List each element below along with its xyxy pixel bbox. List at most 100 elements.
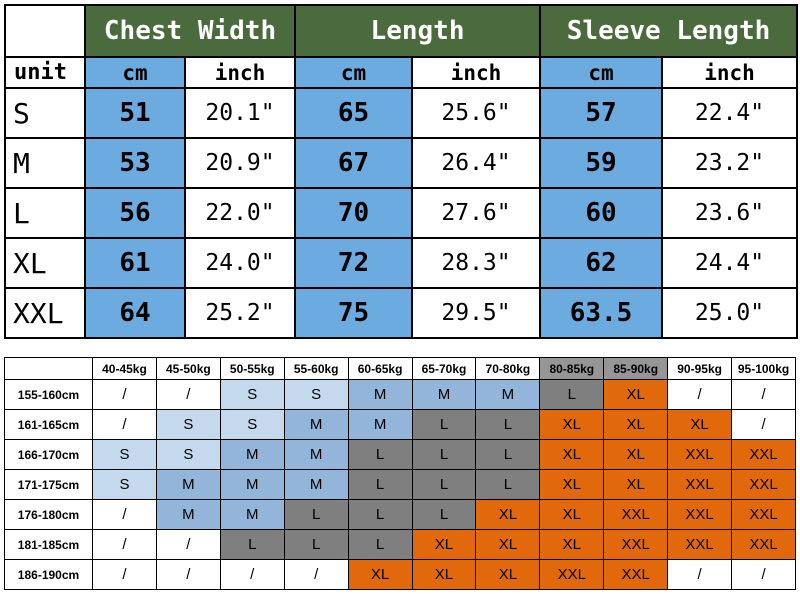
fit-cell-S: S [155, 439, 221, 470]
inch-value: 23.6" [661, 187, 799, 239]
fit-cell-XXL: XXL [667, 469, 733, 500]
fit-cell-empty: / [92, 529, 157, 560]
fit-cell-L: L [283, 529, 349, 560]
fit-cell-XL: XL [603, 439, 669, 470]
fit-cell-M: M [475, 379, 541, 410]
weight-header: 45-50kg [155, 357, 221, 380]
weight-header: 85-90kg [603, 357, 669, 380]
fit-cell-XXL: XXL [731, 529, 796, 560]
height-label: 161-165cm [4, 409, 93, 440]
fit-cell-XL: XL [411, 529, 477, 560]
fit-cell-XXL: XXL [731, 499, 796, 530]
fit-cell-XL: XL [539, 409, 605, 440]
fit-cell-M: M [283, 409, 349, 440]
fit-cell-M: M [347, 409, 413, 440]
cm-value: 62 [539, 237, 664, 289]
fit-cell-M: M [155, 499, 221, 530]
inch-value: 28.3" [410, 237, 542, 289]
fit-cell-M: M [411, 379, 477, 410]
weight-header: 70-80kg [475, 357, 541, 380]
fit-cell-L: L [283, 499, 349, 530]
fit-cell-L: L [475, 469, 541, 500]
fit-cell-empty: / [92, 499, 157, 530]
cm-value: 60 [539, 187, 664, 239]
size-row-XXL: XXL 64 25.2" 75 29.5" 63.5 25.0" [4, 287, 799, 339]
size-label: L [4, 187, 86, 239]
fit-cell-S: S [155, 409, 221, 440]
height-label: 155-160cm [4, 379, 93, 410]
fit-cell-XXL: XXL [667, 439, 733, 470]
fit-cell-L: L [347, 469, 413, 500]
inch-value: 26.4" [410, 137, 542, 189]
chest-cm-header: cm [84, 56, 186, 89]
group-header-row: Chest Width Length Sleeve Length [4, 4, 799, 58]
fit-cell-XXL: XXL [539, 559, 605, 590]
fit-cell-M: M [283, 439, 349, 470]
inch-value: 24.4" [661, 237, 799, 289]
fit-cell-S: S [283, 379, 349, 410]
size-measurement-table: Chest Width Length Sleeve Length unit cm… [4, 4, 799, 339]
fit-cell-M: M [219, 499, 285, 530]
weight-header: 95-100kg [731, 357, 796, 380]
cm-value: 56 [84, 187, 186, 239]
chest-inch-header: inch [184, 56, 296, 89]
fit-cell-L: L [347, 439, 413, 470]
height-label: 171-175cm [4, 469, 93, 500]
fit-cell-empty: / [92, 559, 157, 590]
cm-value: 61 [84, 237, 186, 289]
inch-value: 24.0" [184, 237, 296, 289]
fit-cell-S: S [219, 379, 285, 410]
fit-corner-cell [4, 357, 93, 380]
fit-cell-L: L [347, 529, 413, 560]
fit-cell-empty: / [155, 529, 221, 560]
unit-header-row: unit cm inch cm inch cm inch [4, 56, 799, 89]
fit-cell-M: M [347, 379, 413, 410]
fit-cell-XL: XL [603, 409, 669, 440]
weight-header-row: 40-45kg 45-50kg 50-55kg 55-60kg 60-65kg 65-70… [4, 357, 796, 380]
fit-cell-L: L [347, 499, 413, 530]
fit-cell-empty: / [155, 379, 221, 410]
fit-cell-XL: XL [475, 529, 541, 560]
fit-cell-XXL: XXL [731, 469, 796, 500]
size-label: M [4, 137, 86, 189]
fit-cell-L: L [475, 409, 541, 440]
height-label: 166-170cm [4, 439, 93, 470]
cm-value: 64 [84, 287, 186, 339]
height-label: 186-190cm [4, 559, 93, 590]
fit-cell-L: L [219, 529, 285, 560]
group-length: Length [293, 4, 542, 58]
fit-cell-S: S [92, 439, 157, 470]
size-label: S [4, 87, 86, 139]
weight-header: 55-60kg [283, 357, 349, 380]
fit-cell-empty: / [667, 379, 733, 410]
fit-cell-empty: / [155, 559, 221, 590]
length-inch-header: inch [410, 56, 542, 89]
fit-cell-empty: / [219, 559, 285, 590]
weight-header: 40-45kg [92, 357, 157, 380]
size-row-XL: XL 61 24.0" 72 28.3" 62 24.4" [4, 237, 799, 289]
sleeve-inch-header: inch [661, 56, 799, 89]
inch-value: 27.6" [410, 187, 542, 239]
sleeve-cm-header: cm [539, 56, 664, 89]
inch-value: 23.2" [661, 137, 799, 189]
fit-cell-XXL: XXL [603, 499, 669, 530]
fit-row: 161-165cm / S S M M L L XL XL XL / [4, 409, 796, 440]
fit-cell-XL: XL [475, 559, 541, 590]
fit-cell-XL: XL [475, 499, 541, 530]
fit-cell-L: L [411, 439, 477, 470]
inch-value: 25.6" [410, 87, 542, 139]
cm-value: 63.5 [539, 287, 664, 339]
weight-header: 90-95kg [667, 357, 733, 380]
fit-cell-S: S [219, 409, 285, 440]
fit-recommendation-table: 40-45kg 45-50kg 50-55kg 55-60kg 60-65kg 65-70… [4, 357, 796, 590]
group-sleeve-length: Sleeve Length [539, 4, 799, 58]
fit-cell-XXL: XXL [603, 529, 669, 560]
cm-value: 67 [294, 137, 413, 189]
inch-value: 25.0" [661, 287, 799, 339]
weight-header: 65-70kg [411, 357, 477, 380]
cm-value: 57 [539, 87, 664, 139]
length-cm-header: cm [294, 56, 413, 89]
height-label: 176-180cm [4, 499, 93, 530]
blank-corner-cell [4, 4, 86, 58]
fit-cell-XXL: XXL [667, 499, 733, 530]
